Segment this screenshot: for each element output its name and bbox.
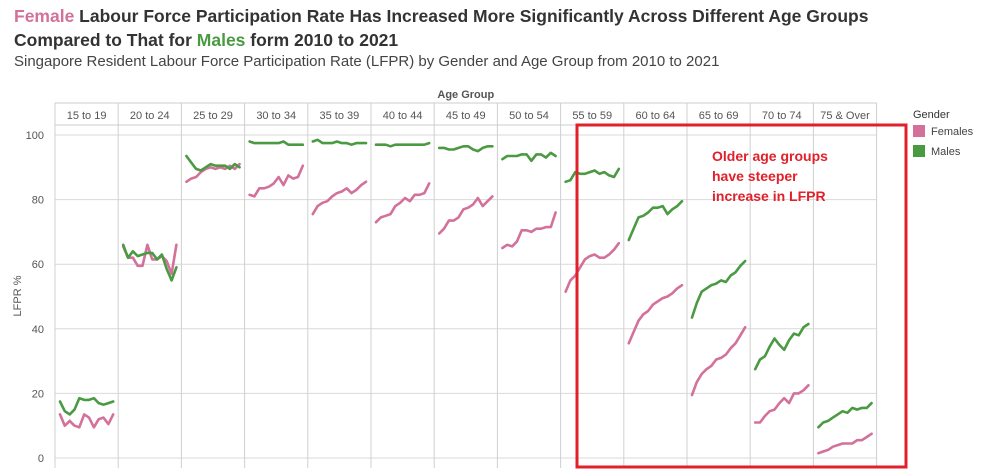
series-line-males — [753, 322, 810, 371]
series-line-males — [58, 396, 115, 416]
series-line-females — [564, 241, 621, 294]
series-line-females — [185, 162, 241, 184]
chart-subtitle: Singapore Resident Labour Force Particip… — [14, 53, 720, 70]
series-line-males — [374, 141, 431, 148]
series-line-females — [817, 432, 873, 455]
chart-title: Female Labour Force Participation Rate H… — [14, 4, 914, 52]
title-female-word: Female — [14, 6, 75, 26]
series-line-females — [627, 283, 684, 345]
group-label: 40 to 44 — [383, 110, 423, 122]
series-line-males — [185, 154, 241, 172]
y-tick-label: 20 — [32, 388, 44, 400]
series-line-males — [564, 167, 621, 184]
group-label: 50 to 54 — [509, 110, 549, 122]
legend-swatch-males — [913, 145, 925, 157]
series-line-males — [501, 151, 557, 163]
y-tick-label: 0 — [38, 453, 44, 465]
group-label: 60 to 64 — [636, 110, 676, 122]
group-label: 45 to 49 — [446, 110, 486, 122]
group-label: 35 to 39 — [320, 110, 360, 122]
series-line-males — [817, 401, 873, 429]
group-label: 65 to 69 — [699, 110, 739, 122]
annotation-line-3: increase in LFPR — [712, 188, 826, 204]
group-label: 70 to 74 — [762, 110, 802, 122]
title-male-word: Males — [196, 30, 246, 50]
group-label: 15 to 19 — [67, 110, 107, 122]
series-line-females — [374, 182, 431, 224]
y-tick-label: 60 — [32, 259, 44, 271]
series-line-females — [248, 164, 305, 198]
group-label: 75 & Over — [820, 110, 870, 122]
y-tick-label: 40 — [32, 324, 44, 336]
legend-label-females: Females — [931, 126, 974, 138]
series-line-females — [311, 180, 368, 216]
series-line-males — [311, 138, 368, 146]
title-text-part2: form 2010 to 2021 — [245, 30, 399, 50]
annotation-line-2: have steeper — [712, 168, 798, 184]
column-header: Age Group — [437, 89, 494, 101]
y-tick-label: 80 — [32, 195, 44, 207]
lines-layer — [58, 138, 873, 455]
series-line-males — [248, 140, 305, 146]
group-label: 30 to 34 — [256, 110, 296, 122]
legend: Gender Females Males — [913, 109, 974, 158]
annotation-layer: Older age groups have steeper increase i… — [575, 123, 908, 469]
grid-layer — [55, 134, 877, 459]
series-line-females — [121, 243, 178, 276]
y-axis-label: LFPR % — [12, 275, 24, 316]
annotation-line-1: Older age groups — [712, 148, 828, 164]
series-line-females — [753, 383, 810, 424]
legend-label-males: Males — [931, 146, 961, 158]
legend-title: Gender — [913, 109, 950, 121]
group-label: 55 to 59 — [572, 110, 612, 122]
series-line-females — [690, 325, 747, 397]
series-line-males — [627, 199, 684, 242]
legend-swatch-females — [913, 125, 925, 137]
title-text-part1: Labour Force Participation Rate Has Incr… — [14, 6, 869, 50]
series-line-males — [437, 145, 494, 153]
series-line-females — [501, 211, 557, 250]
group-label: 25 to 29 — [193, 110, 233, 122]
y-tick-label: 100 — [26, 130, 44, 142]
groups-layer: 15 to 19 20 to 24 25 to 29 30 to 34 35 to 39… — [54, 103, 878, 468]
series-line-males — [690, 259, 747, 319]
group-label: 20 to 24 — [130, 110, 170, 122]
axis-layer: Age Group 0 20 40 60 80 100 LFPR % — [12, 89, 877, 465]
series-line-females — [437, 195, 494, 235]
series-line-males — [121, 243, 178, 282]
series-line-females — [58, 413, 115, 429]
highlight-box — [575, 123, 908, 469]
